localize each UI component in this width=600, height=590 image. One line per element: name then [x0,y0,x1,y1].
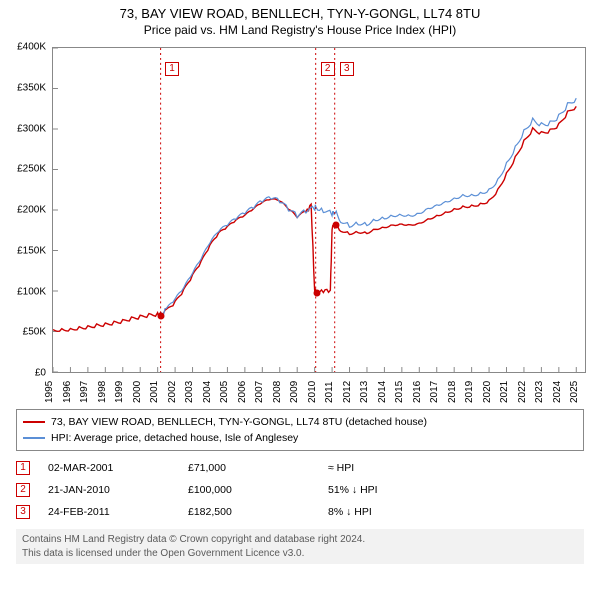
y-tick-label: £400K [17,42,46,53]
txn-row: 2 21-JAN-2010£100,00051% ↓ HPI [16,479,584,501]
series-price_paid [53,106,576,331]
x-tick-label: 2019 [464,381,475,403]
legend-swatch [23,421,45,423]
txn-marker-chart: 3 [340,62,354,76]
title-line-2: Price paid vs. HM Land Registry's House … [8,23,592,37]
x-tick-label: 2008 [272,381,283,403]
x-tick-label: 1995 [44,381,55,403]
txn-marker-chart: 2 [321,62,335,76]
x-tick-label: 2006 [237,381,248,403]
txn-hpi-rel: 8% ↓ HPI [328,506,372,518]
txn-price: £71,000 [188,462,328,474]
x-tick-label: 1997 [79,381,90,403]
series-hpi [161,98,577,315]
y-tick-label: £350K [17,82,46,93]
y-tick-label: £250K [17,164,46,175]
txn-date: 02-MAR-2001 [48,462,188,474]
legend-item: HPI: Average price, detached house, Isle… [23,430,577,446]
x-tick-label: 2014 [377,381,388,403]
x-tick-label: 2020 [482,381,493,403]
legend-label: 73, BAY VIEW ROAD, BENLLECH, TYN-Y-GONGL… [51,414,427,430]
legend-label: HPI: Average price, detached house, Isle… [51,430,298,446]
txn-dot [158,313,165,320]
title-line-1: 73, BAY VIEW ROAD, BENLLECH, TYN-Y-GONGL… [8,6,592,21]
x-tick-label: 2015 [394,381,405,403]
x-tick-label: 2018 [447,381,458,403]
x-tick-label: 2009 [289,381,300,403]
legend-swatch [23,437,45,439]
x-tick-label: 2013 [359,381,370,403]
attribution-line-1: Contains HM Land Registry data © Crown c… [22,533,578,547]
y-tick-label: £0 [35,368,46,379]
txn-row: 3 24-FEB-2011£182,5008% ↓ HPI [16,501,584,523]
chart-svg [53,48,585,372]
attribution-line-2: This data is licensed under the Open Gov… [22,547,578,561]
txn-marker: 3 [16,505,30,519]
plot-area: 1 23 [52,47,586,373]
txn-dot [332,222,339,229]
x-tick-label: 2022 [517,381,528,403]
transactions-table: 1 02-MAR-2001£71,000≈ HPI 2 21-JAN-2010£100… [16,457,584,523]
txn-price: £182,500 [188,506,328,518]
txn-marker-chart: 1 [165,62,179,76]
legend-item: 73, BAY VIEW ROAD, BENLLECH, TYN-Y-GONGL… [23,414,577,430]
x-tick-label: 2000 [132,381,143,403]
txn-row: 1 02-MAR-2001£71,000≈ HPI [16,457,584,479]
x-tick-label: 2003 [184,381,195,403]
x-tick-label: 2025 [569,381,580,403]
txn-hpi-rel: ≈ HPI [328,462,354,474]
x-tick-label: 2021 [499,381,510,403]
x-tick-label: 2023 [534,381,545,403]
x-tick-label: 2005 [219,381,230,403]
y-axis: £0 £50K £100K £150K £200K £250K £300K £350K £400… [8,43,50,403]
chart: £0 £50K £100K £150K £200K £250K £300K £350K £400… [8,43,592,403]
txn-dot [313,289,320,296]
x-tick-label: 1998 [97,381,108,403]
y-tick-label: £150K [17,245,46,256]
x-tick-label: 2010 [307,381,318,403]
txn-date: 21-JAN-2010 [48,484,188,496]
y-tick-label: £200K [17,205,46,216]
x-tick-label: 1999 [114,381,125,403]
legend: 73, BAY VIEW ROAD, BENLLECH, TYN-Y-GONGL… [16,409,584,451]
x-tick-label: 2004 [202,381,213,403]
x-axis: 1995199619971998199920002001200220032004… [52,375,586,403]
txn-date: 24-FEB-2011 [48,506,188,518]
x-tick-label: 2016 [412,381,423,403]
txn-marker: 1 [16,461,30,475]
x-tick-label: 2011 [324,381,335,403]
y-tick-label: £300K [17,123,46,134]
x-tick-label: 2001 [149,381,160,403]
x-tick-label: 2007 [254,381,265,403]
txn-hpi-rel: 51% ↓ HPI [328,484,378,496]
x-tick-label: 2002 [167,381,178,403]
attribution: Contains HM Land Registry data © Crown c… [16,529,584,564]
x-tick-label: 2012 [342,381,353,403]
x-tick-label: 2024 [552,381,563,403]
y-tick-label: £100K [17,286,46,297]
x-tick-label: 1996 [62,381,73,403]
txn-marker: 2 [16,483,30,497]
txn-price: £100,000 [188,484,328,496]
x-tick-label: 2017 [429,381,440,403]
y-tick-label: £50K [23,327,46,338]
